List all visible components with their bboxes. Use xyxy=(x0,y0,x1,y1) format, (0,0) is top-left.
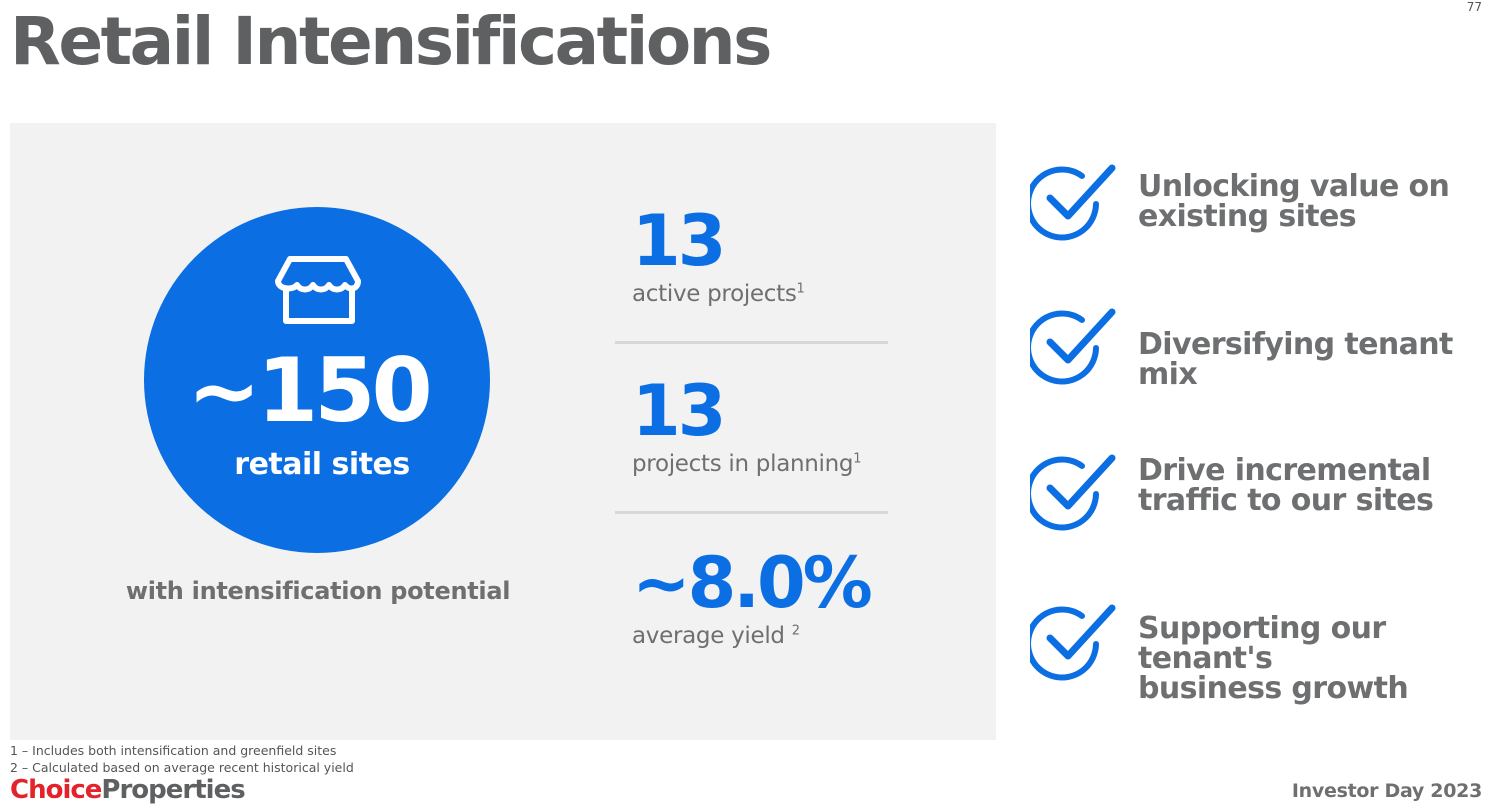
stat-projects-planning: 13 projects in planning1 xyxy=(632,370,862,477)
benefit-text: Supporting our tenant's business growth xyxy=(1138,611,1409,706)
benefit-diversifying: Diversifying tenant mix xyxy=(1030,308,1480,398)
circle-caption: with intensification potential xyxy=(125,577,511,605)
benefit-text: Diversifying tenant mix xyxy=(1138,327,1453,392)
benefit-text: Unlocking value on existing sites xyxy=(1138,169,1450,234)
stat-label: average yield 2 xyxy=(632,623,800,649)
benefit-drive-traffic: Drive incremental traffic to our sites xyxy=(1030,454,1480,544)
page-title: Retail Intensifications xyxy=(10,3,772,80)
stat-average-yield: ~8.0% average yield 2 xyxy=(632,542,873,649)
footnote: 1 – Includes both intensification and gr… xyxy=(10,743,337,758)
footnote-ref: 2 xyxy=(791,623,800,639)
divider xyxy=(615,511,888,514)
retail-sites-count: ~150 xyxy=(187,339,432,442)
footnote-ref: 1 xyxy=(796,281,805,297)
retail-sites-label: retail sites xyxy=(234,447,410,482)
checkmark-icon xyxy=(1030,454,1116,531)
stat-value: 13 xyxy=(632,200,726,282)
choice-properties-logo: ChoiceProperties xyxy=(10,775,246,805)
benefit-text: Drive incremental traffic to our sites xyxy=(1138,453,1434,518)
footnote-ref: 1 xyxy=(853,451,862,467)
divider xyxy=(615,341,888,344)
retail-sites-circle: ~150 retail sites xyxy=(144,207,490,553)
stats-panel: ~150 retail sites with intensification p… xyxy=(10,123,996,740)
checkmark-icon xyxy=(1030,308,1116,385)
benefit-unlocking-value: Unlocking value on existing sites xyxy=(1030,164,1480,254)
stat-active-projects: 13 active projects1 xyxy=(632,203,805,307)
storefront-icon xyxy=(275,256,361,324)
stat-label: active projects1 xyxy=(632,281,805,307)
footnote: 2 – Calculated based on average recent h… xyxy=(10,760,354,775)
stat-value: 13 xyxy=(632,370,726,452)
stat-value: ~8.0% xyxy=(632,542,873,624)
footnotes: 1 – Includes both intensification and gr… xyxy=(10,742,354,776)
event-label: Investor Day 2023 xyxy=(1291,780,1482,802)
page-number: 77 xyxy=(1466,0,1482,14)
checkmark-icon xyxy=(1030,604,1116,681)
checkmark-icon xyxy=(1030,164,1116,241)
benefit-supporting-growth: Supporting our tenant's business growth xyxy=(1030,604,1480,704)
stat-label: projects in planning1 xyxy=(632,451,862,477)
